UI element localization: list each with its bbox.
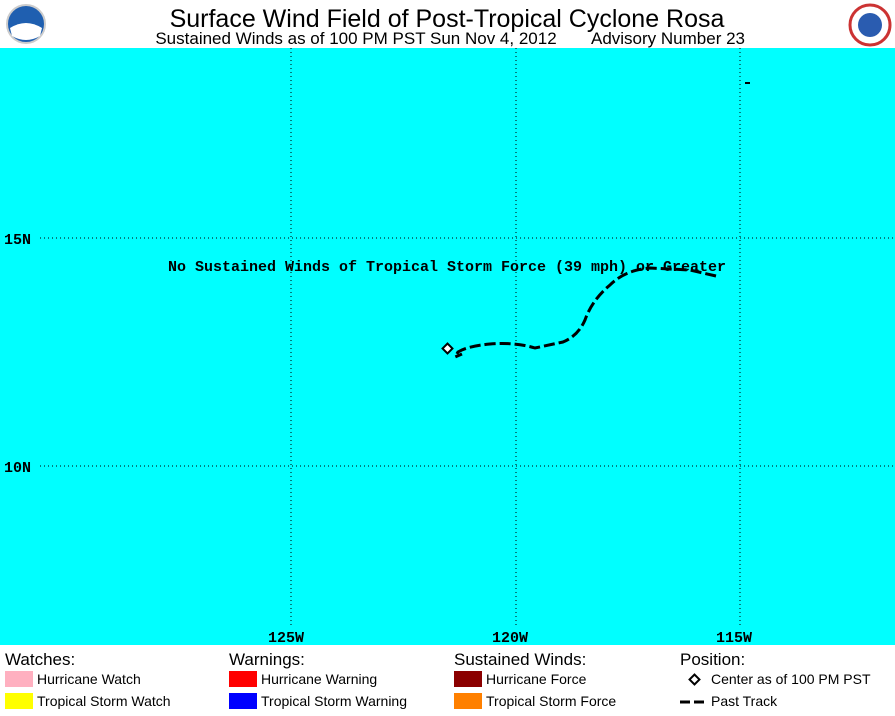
subtitle: Sustained Winds as of 100 PM PST Sun Nov… <box>155 29 556 48</box>
legend-item: Tropical Storm Watch <box>37 693 171 709</box>
legend-title: Position: <box>680 650 745 669</box>
legend-title: Watches: <box>5 650 75 669</box>
title: Surface Wind Field of Post-Tropical Cycl… <box>170 5 725 33</box>
lon-label: 115W <box>716 630 752 647</box>
legend-item: Past Track <box>711 693 778 709</box>
legend-item: Hurricane Force <box>486 671 587 687</box>
legend-item: Hurricane Watch <box>37 671 141 687</box>
lon-label: 120W <box>492 630 528 647</box>
swatch <box>454 671 482 687</box>
legend-title: Warnings: <box>229 650 305 669</box>
legend-item: Tropical Storm Warning <box>261 693 407 709</box>
legend-title: Sustained Winds: <box>454 650 586 669</box>
legend-item: Hurricane Warning <box>261 671 377 687</box>
swatch <box>229 671 257 687</box>
swatch <box>5 671 33 687</box>
lat-label: 15N <box>4 232 31 249</box>
center-symbol <box>688 673 701 686</box>
map-note: No Sustained Winds of Tropical Storm For… <box>168 259 726 276</box>
nws-logo-center <box>858 13 882 37</box>
legend-item: Tropical Storm Force <box>486 693 616 709</box>
storm-center <box>441 342 454 355</box>
lon-label: 125W <box>268 630 304 647</box>
swatch <box>5 693 33 709</box>
legend-item: Center as of 100 PM PST <box>711 671 871 687</box>
lat-label: 10N <box>4 460 31 477</box>
swatch <box>229 693 257 709</box>
past-track <box>451 266 717 361</box>
swatch <box>454 693 482 709</box>
advisory: Advisory Number 23 <box>591 29 745 48</box>
noaa-logo-bird <box>10 23 42 40</box>
